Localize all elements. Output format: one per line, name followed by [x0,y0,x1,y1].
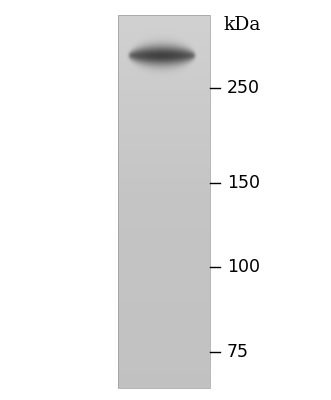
Text: 150: 150 [227,174,260,192]
Text: kDa: kDa [224,16,261,34]
Text: 75: 75 [227,343,249,361]
Bar [118,15,210,388]
Text: 250: 250 [227,79,260,97]
Text: 100: 100 [227,258,260,276]
